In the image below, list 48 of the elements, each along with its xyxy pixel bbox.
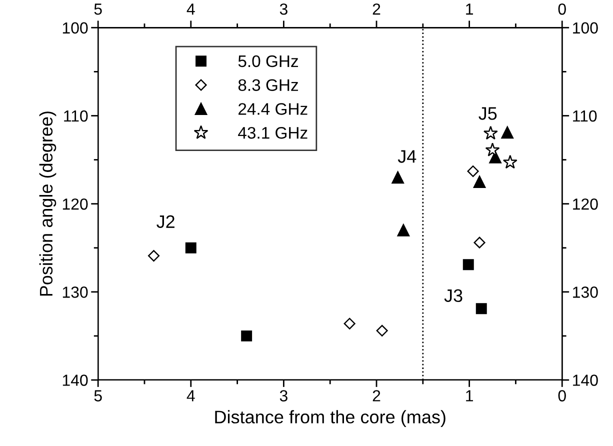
- point: [376, 324, 388, 336]
- legend-label: 24.4 GHz: [238, 103, 308, 115]
- point: [502, 154, 518, 169]
- point: [148, 250, 160, 262]
- annotation: J4: [398, 150, 416, 163]
- x-tick-label: 3: [280, 390, 288, 402]
- point: [241, 330, 252, 342]
- legend-label: 43.1 GHz: [238, 126, 308, 139]
- annotation: J3: [444, 289, 462, 302]
- y2-tick-label: 120: [573, 198, 598, 210]
- x2-tick-label: 3: [280, 3, 288, 15]
- annotation: J2: [156, 215, 174, 228]
- point: [483, 126, 498, 140]
- x-tick-label: 0: [558, 390, 566, 402]
- x-tick-label: 4: [186, 390, 195, 402]
- y-tick-label: 110: [64, 110, 88, 122]
- y-tick-label: 130: [62, 286, 88, 298]
- y-tick-label: 140: [62, 374, 88, 386]
- legend-label: 8.3 GHz: [238, 79, 298, 91]
- x-axis-title: Distance from the core (mas): [215, 410, 446, 427]
- point: [501, 126, 514, 139]
- y2-tick-label: 140: [573, 374, 598, 386]
- x-tick-label: 1: [466, 390, 473, 402]
- y-tick-label: 120: [62, 198, 88, 210]
- x2-tick-label: 5: [94, 4, 102, 15]
- legend-label: 5.0 GHz: [238, 55, 298, 68]
- point: [473, 176, 486, 188]
- point: [392, 171, 404, 184]
- point: [467, 165, 479, 178]
- point: [344, 318, 356, 330]
- x-tick-label: 2: [372, 390, 380, 402]
- point: [397, 224, 410, 236]
- y2-tick-label: 130: [573, 286, 598, 298]
- point: [462, 259, 474, 270]
- y-axis-title: Position angle (degree): [39, 112, 56, 296]
- x2-tick-label: 0: [558, 3, 566, 15]
- y2-tick-label: 110: [573, 110, 597, 122]
- x2-tick-label: 1: [466, 4, 473, 15]
- annotation: J5: [478, 107, 497, 120]
- point: [185, 242, 196, 254]
- y2-tick-label: 100: [573, 22, 598, 34]
- x2-tick-label: 4: [186, 4, 195, 15]
- point: [474, 236, 486, 248]
- point: [485, 142, 500, 156]
- point: [476, 303, 487, 314]
- x2-tick-label: 2: [372, 3, 380, 15]
- y-tick-label: 100: [62, 22, 88, 34]
- x-tick-label: 5: [94, 390, 102, 402]
